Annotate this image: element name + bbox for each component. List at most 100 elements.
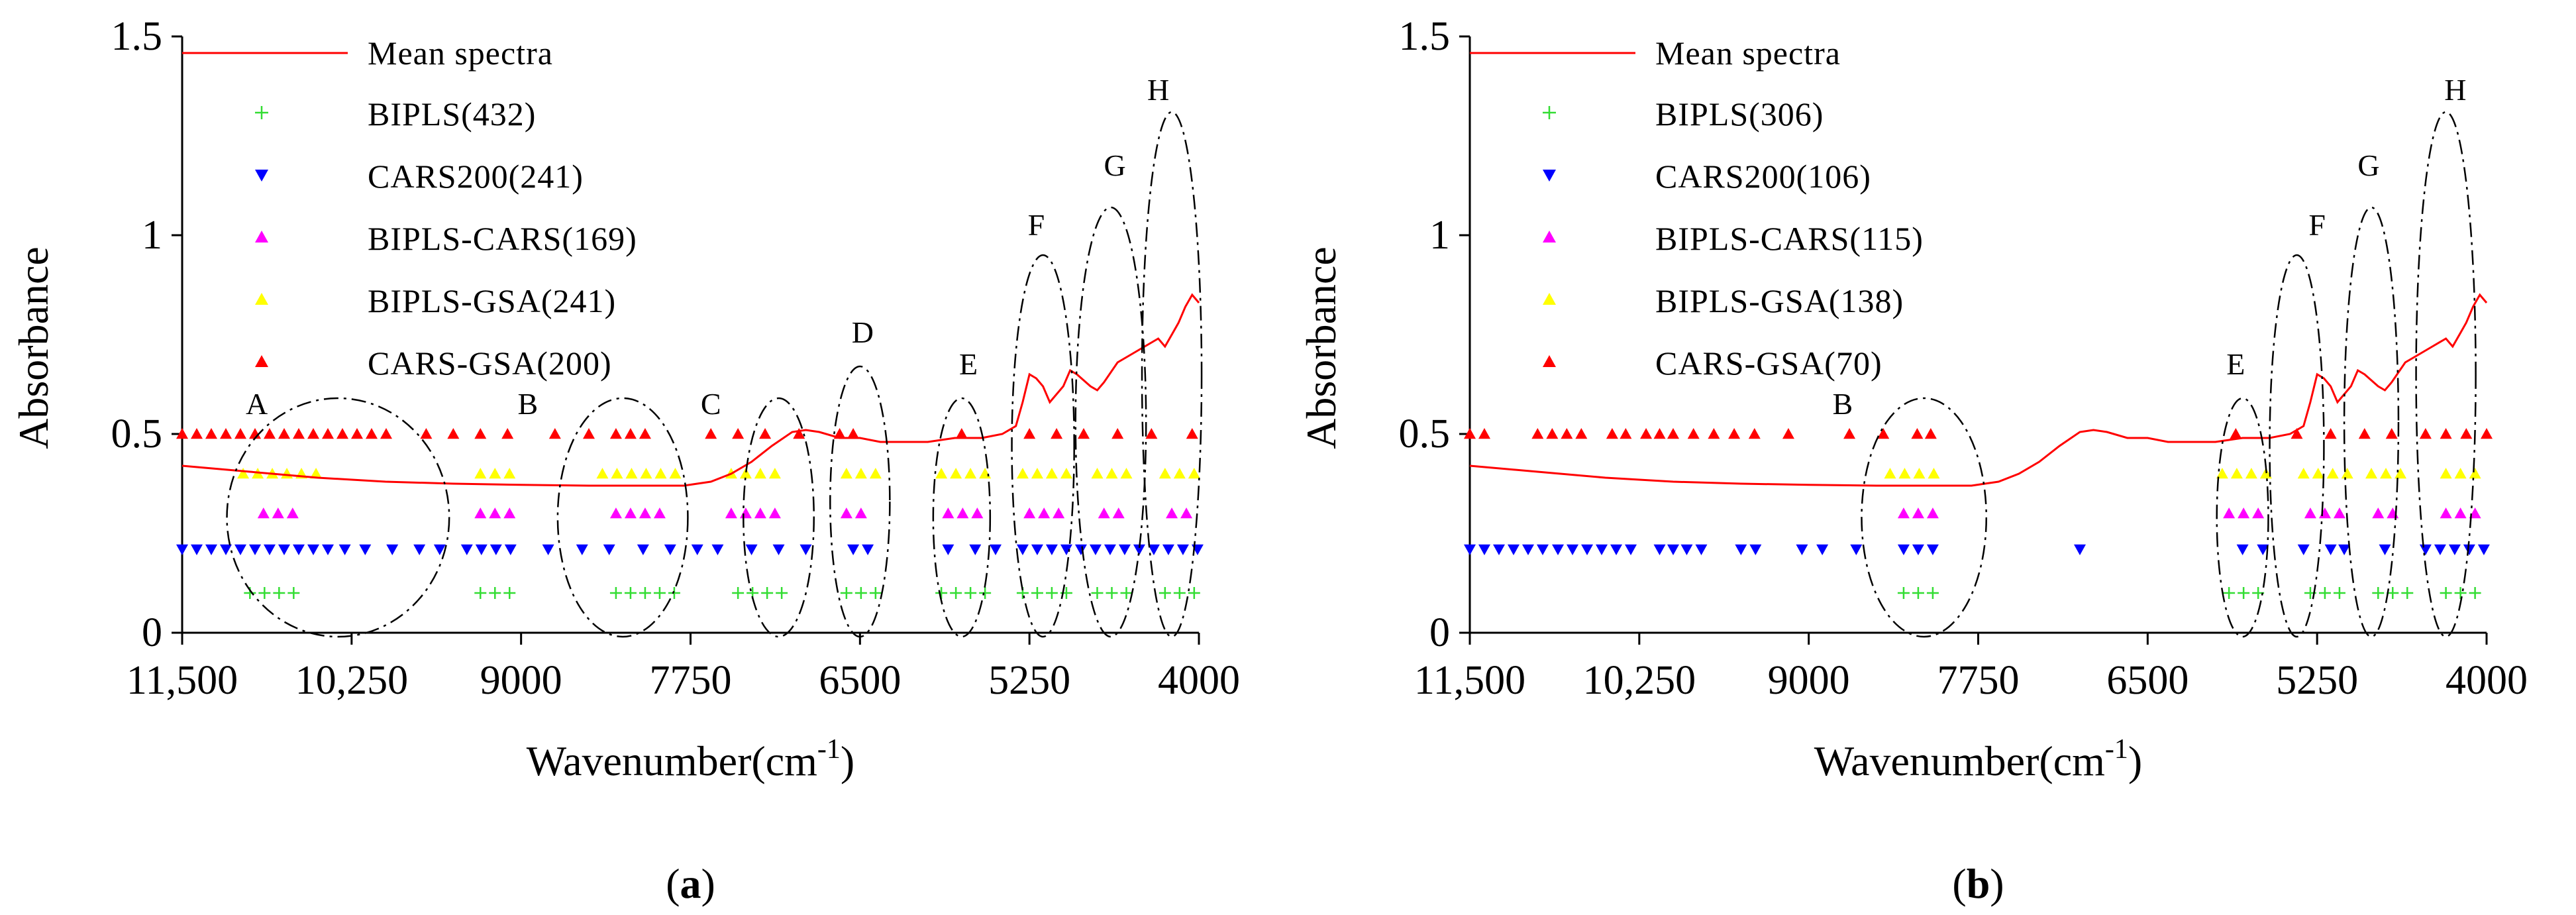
series-2 [257,508,1193,519]
series-marker [1016,544,1029,555]
series-marker [624,428,637,439]
x-tick-label: 7750 [1937,658,2020,703]
legend-label: CARS-GSA(70) [1655,345,1882,382]
series-marker [639,508,651,519]
region-ellipse-C [743,397,815,638]
series-marker [1120,468,1133,479]
series-marker [2372,587,2385,599]
series-marker [1898,468,1911,479]
series-marker [1796,544,1808,555]
series-marker [1180,508,1193,519]
series-marker [1596,544,1608,555]
series-marker [237,468,250,479]
series-marker [768,468,781,479]
series-marker [503,468,516,479]
legend-swatch [1543,293,1556,305]
series-0 [1897,587,2481,599]
series-marker [460,544,473,555]
series-marker [205,544,217,555]
series-marker [1653,428,1666,439]
series-marker [2395,468,2407,479]
series-marker [935,587,948,599]
series-marker [548,428,561,439]
series-marker [1478,428,1490,439]
y-axis-title: Absorbance [1298,246,1345,449]
legend-label-mean-spectra: Mean spectra [1655,34,1841,72]
series-marker [950,587,962,599]
region-label-C: C [701,387,721,421]
series-marker [1912,508,1924,519]
series-marker [799,544,812,555]
chart-b: 0 0.5 1 1.5 11,500 10,250 9000 7750 6500 5250 4000… [1298,14,2528,907]
series-marker [1045,468,1058,479]
legend-label: BIPLS-GSA(138) [1655,282,1904,319]
series-marker [2338,544,2351,555]
series-marker [624,587,637,599]
region-label-B: B [518,387,539,421]
series-marker [293,544,305,555]
x-tick-label: 11,500 [127,658,238,703]
series-marker [1606,428,1618,439]
series-marker [609,587,622,599]
series-marker [1912,587,1924,599]
series-marker [2312,468,2324,479]
series-4 [176,428,1198,439]
series-marker [1924,428,1937,439]
region-ellipse-B [556,397,689,638]
series-marker [2245,468,2257,479]
series-marker [351,428,363,439]
series-marker [220,544,232,555]
series-marker [1680,544,1693,555]
series-marker [761,587,774,599]
series-marker [2454,587,2467,599]
legend-label: CARS200(241) [368,158,584,195]
series-marker [2223,587,2236,599]
series-marker [258,587,271,599]
region-ellipse-G [2343,206,2400,638]
series-marker [1098,508,1110,519]
series-marker [2216,468,2228,479]
series-marker [1031,468,1043,479]
series-marker [307,428,319,439]
region-label-H: H [1147,73,1169,107]
series-marker [257,508,270,519]
x-tick-label: 7750 [650,658,732,703]
series-marker [2358,428,2371,439]
series-marker [278,544,290,555]
panel-label: (b) [1952,860,2004,907]
series-marker [640,468,652,479]
series-marker [576,544,588,555]
series-0 [244,587,1200,599]
series-marker [705,428,717,439]
region-ellipse-A [226,397,450,638]
series-1 [1464,544,2490,555]
legend-swatch [255,170,268,182]
x-axis-title: Wavenumber(cm-1) [1814,734,2142,784]
region-ellipse-D [829,365,891,638]
series-marker [2318,587,2331,599]
series-marker [2238,508,2250,519]
series-marker [1653,544,1666,555]
series-marker [1078,428,1090,439]
series-marker [840,468,852,479]
series-marker [754,468,766,479]
region-label-H: H [2444,73,2466,107]
series-marker [1546,428,1559,439]
series-marker [2223,508,2236,519]
x-tick-label: 5250 [2276,658,2358,703]
series-marker [1782,428,1794,439]
series-marker [489,508,501,519]
series-marker [1464,428,1476,439]
series-marker [205,428,217,439]
series-marker [1522,544,1534,555]
series-marker [307,544,319,555]
x-tick-label: 6500 [819,658,901,703]
series-marker [2401,587,2414,599]
series-marker [609,508,622,519]
x-tick-label: 10,250 [1583,658,1696,703]
series-marker [854,468,867,479]
chart-a: 0 0.5 1 1.5 11,500 10,250 9000 7750 6500 5250 4000… [10,14,1240,907]
legend-label-mean-spectra: Mean spectra [368,34,553,72]
panel-a: 0 0.5 1 1.5 11,500 10,250 9000 7750 6500 5250 4000… [10,14,1240,907]
series-marker [1464,544,1476,555]
